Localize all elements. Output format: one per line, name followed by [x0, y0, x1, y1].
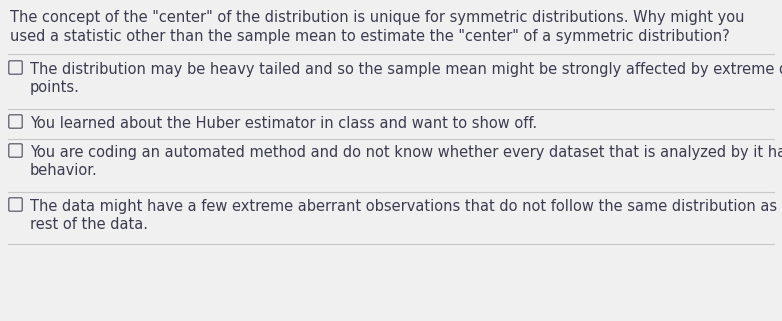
Text: points.: points.: [30, 80, 80, 95]
Text: behavior.: behavior.: [30, 163, 98, 178]
Text: The data might have a few extreme aberrant observations that do not follow the s: The data might have a few extreme aberra…: [30, 199, 782, 214]
Text: You learned about the Huber estimator in class and want to show off.: You learned about the Huber estimator in…: [30, 116, 537, 131]
Text: The distribution may be heavy tailed and so the sample mean might be strongly af: The distribution may be heavy tailed and…: [30, 62, 782, 77]
Text: used a statistic other than the sample mean to estimate the "center" of a symmet: used a statistic other than the sample m…: [10, 29, 730, 44]
Text: rest of the data.: rest of the data.: [30, 217, 148, 232]
Text: The concept of the "center" of the distribution is unique for symmetric distribu: The concept of the "center" of the distr…: [10, 10, 744, 25]
Text: You are coding an automated method and do not know whether every dataset that is: You are coding an automated method and d…: [30, 145, 782, 160]
